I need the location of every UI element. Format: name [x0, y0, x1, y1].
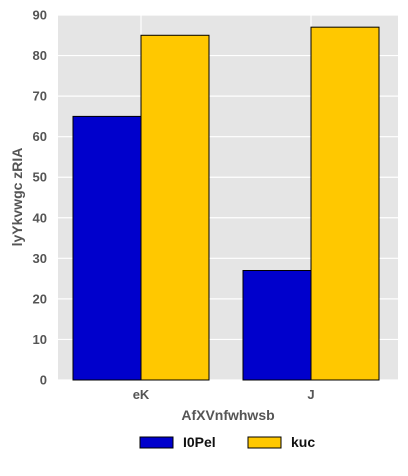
y-tick-label: 0 [40, 373, 47, 388]
y-tick-label: 40 [33, 210, 47, 225]
legend: I0Pel kuc [139, 434, 315, 450]
x-axis-label: AfXVnfwhwsb [181, 407, 274, 423]
y-tick-label: 90 [33, 8, 47, 23]
legend-label-kuc: kuc [291, 434, 315, 450]
y-axis-label: lyYkvwgc zRIA [9, 148, 25, 247]
bars [72, 26, 380, 381]
x-tick-labels: eK J [133, 387, 315, 402]
legend-swatch-I0Pel [139, 436, 174, 449]
bar-kuc-eK [140, 34, 210, 381]
y-tick-label: 10 [33, 332, 47, 347]
y-tick-label: 30 [33, 251, 47, 266]
y-tick-labels: 0 10 20 30 40 50 60 70 80 90 [33, 8, 47, 388]
bar-kuc-J [310, 26, 380, 381]
y-tick-label: 70 [33, 89, 47, 104]
x-tick-label: J [307, 387, 314, 402]
y-tick-label: 20 [33, 291, 47, 306]
y-tick-label: 60 [33, 129, 47, 144]
bar-I0Pel-eK [72, 115, 142, 381]
y-tick-label: 50 [33, 170, 47, 185]
bar-I0Pel-J [242, 270, 312, 381]
y-tick-label: 80 [33, 48, 47, 63]
legend-swatch-kuc [247, 436, 282, 449]
legend-label-I0Pel: I0Pel [183, 434, 216, 450]
x-tick-label: eK [133, 387, 150, 402]
